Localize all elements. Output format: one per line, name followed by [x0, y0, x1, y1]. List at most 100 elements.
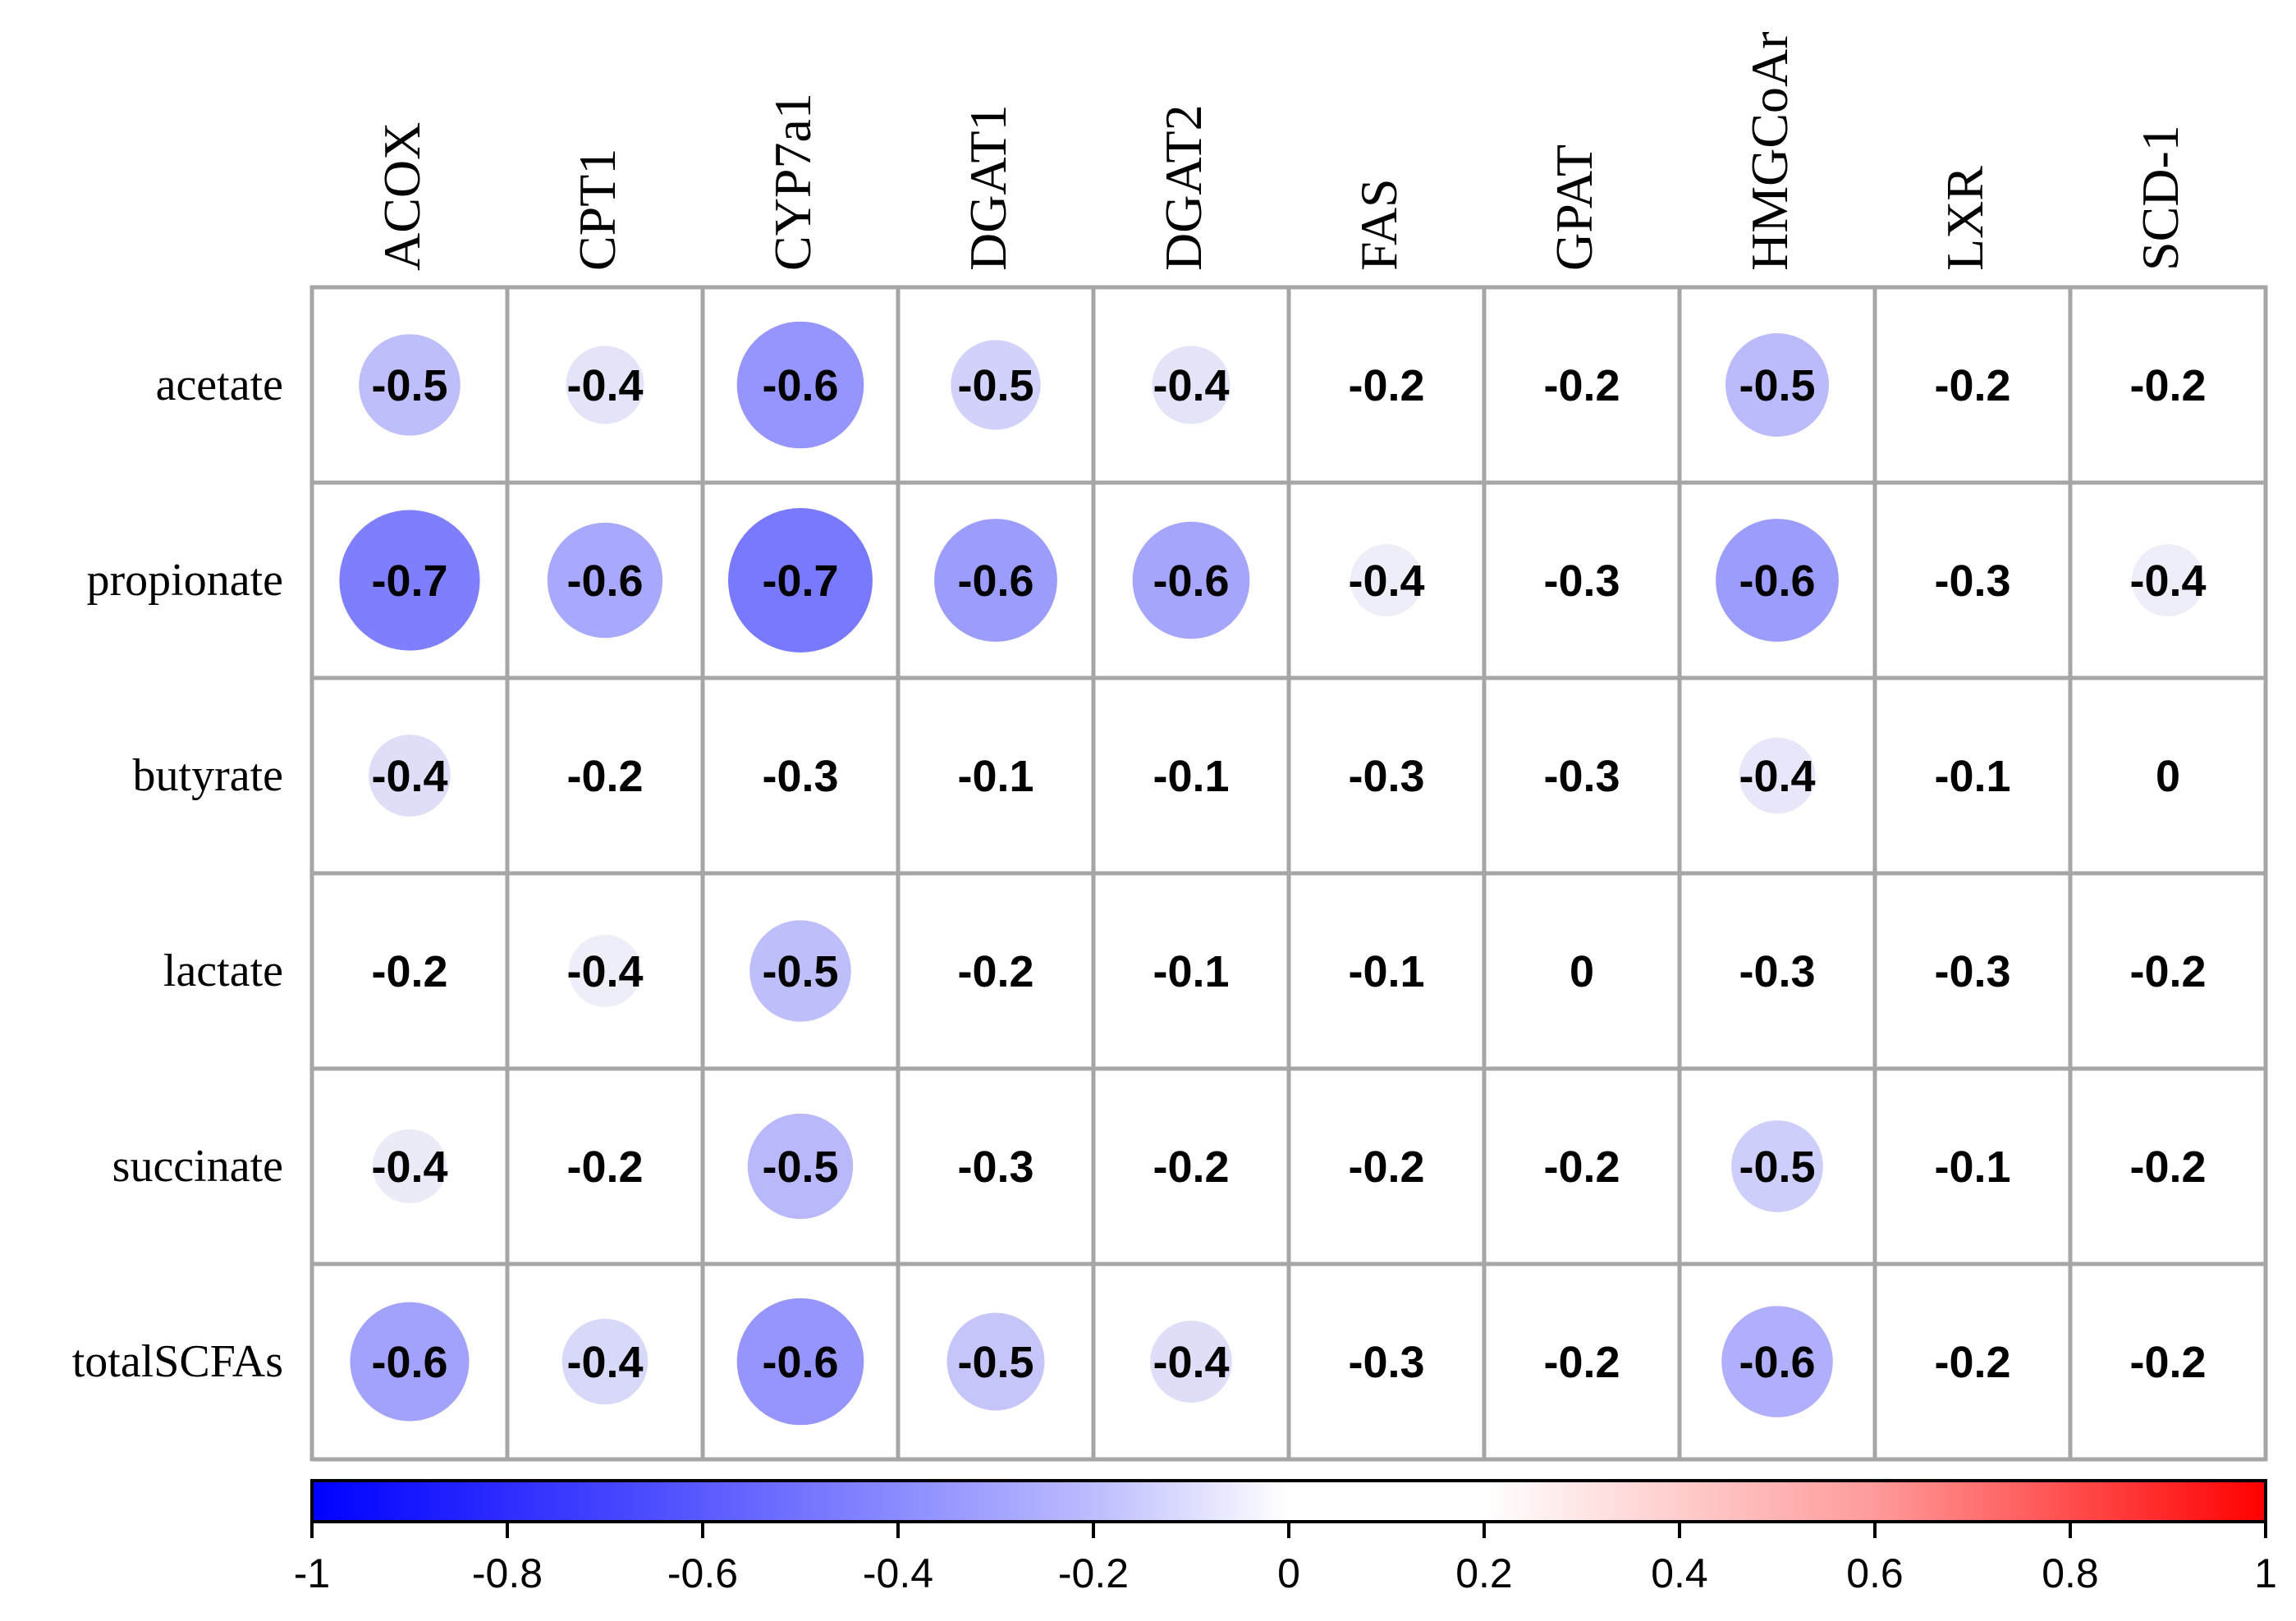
circle-totalscfas-acox: [350, 1302, 470, 1422]
circle-succinate-cyp7a1: [747, 1113, 854, 1220]
circle-acetate-dgat1: [951, 340, 1041, 430]
cell-value-propionate-gpat: -0.3: [1543, 556, 1620, 606]
cell-value-lactate-dgat1: -0.2: [957, 947, 1033, 996]
circle-propionate-cpt1: [547, 522, 663, 639]
cell-value-totalscfas-gpat: -0.2: [1543, 1338, 1620, 1387]
cell-value-succinate-fas: -0.2: [1348, 1142, 1424, 1192]
circle-acetate-cpt1: [566, 346, 644, 424]
circle-lactate-cpt1: [569, 935, 641, 1007]
circle-butyrate-acox: [369, 735, 451, 817]
column-label-acox: ACOX: [373, 122, 431, 271]
column-label-fas: FAS: [1350, 178, 1408, 271]
cell-value-lactate-gpat: 0: [1570, 947, 1594, 996]
colorbar-tick-label: 0.2: [1455, 1550, 1513, 1596]
cell-value-lactate-scd-1: -0.2: [2129, 947, 2206, 996]
circle-totalscfas-cyp7a1: [736, 1298, 864, 1426]
cell-value-totalscfas-acox: -0.6: [371, 1338, 447, 1387]
colorbar-tick-label: 1: [2254, 1550, 2277, 1596]
cell-value-propionate-fas: -0.4: [1348, 556, 1424, 606]
row-label-succinate: succinate: [112, 1141, 283, 1192]
row-label-lactate: lactate: [163, 946, 283, 996]
circle-butyrate-hmgcoar: [1739, 737, 1816, 814]
cell-value-propionate-dgat2: -0.6: [1153, 556, 1229, 606]
cell-value-propionate-lxr: -0.3: [1934, 556, 2010, 606]
row-label-propionate: propionate: [87, 555, 283, 606]
row-label-totalscfas: totalSCFAs: [72, 1336, 283, 1387]
cell-value-lactate-cpt1: -0.4: [566, 947, 643, 996]
cell-value-succinate-dgat1: -0.3: [957, 1142, 1033, 1192]
cell-value-totalscfas-hmgcoar: -0.6: [1739, 1338, 1815, 1387]
row-label-butyrate: butyrate: [133, 750, 283, 801]
colorbar-tick-label: -0.2: [1058, 1550, 1129, 1596]
cell-value-butyrate-cpt1: -0.2: [566, 752, 643, 801]
circle-propionate-dgat1: [934, 519, 1057, 642]
cell-value-succinate-cpt1: -0.2: [566, 1142, 643, 1192]
column-label-scd-1: SCD-1: [2131, 125, 2189, 271]
cell-values: -0.5 -0.4 -0.6 -0.5 -0.4 -0.2 -0.2 -0.5 -0.2 -0.2…: [371, 361, 2206, 1387]
cell-value-acetate-hmgcoar: -0.5: [1739, 361, 1815, 410]
circle-succinate-acox: [372, 1129, 447, 1204]
circle-propionate-acox: [339, 510, 480, 651]
circle-totalscfas-cpt1: [561, 1318, 648, 1405]
column-label-hmgcoar: HMGCoAr: [1740, 31, 1799, 271]
cell-value-succinate-hmgcoar: -0.5: [1739, 1142, 1815, 1192]
cell-value-acetate-lxr: -0.2: [1934, 361, 2010, 410]
cell-value-succinate-cyp7a1: -0.5: [762, 1142, 838, 1192]
circle-lactate-cyp7a1: [749, 920, 851, 1022]
colorbar-tick-label: -0.4: [863, 1550, 933, 1596]
cell-value-butyrate-scd-1: 0: [2156, 752, 2180, 801]
cell-value-acetate-dgat1: -0.5: [957, 361, 1033, 410]
circle-propionate-cyp7a1: [728, 508, 873, 653]
grid-lines: [309, 285, 2268, 1462]
cell-value-acetate-acox: -0.5: [371, 361, 447, 410]
circle-totalscfas-dgat1: [946, 1312, 1045, 1411]
circle-acetate-hmgcoar: [1725, 333, 1829, 437]
cell-value-propionate-hmgcoar: -0.6: [1739, 556, 1815, 606]
circle-propionate-scd-1: [2132, 544, 2204, 616]
cell-value-totalscfas-lxr: -0.2: [1934, 1338, 2010, 1387]
cell-value-propionate-acox: -0.7: [371, 556, 447, 606]
cell-value-lactate-dgat2: -0.1: [1153, 947, 1229, 996]
correlation-circles: [339, 321, 2204, 1426]
cell-value-totalscfas-scd-1: -0.2: [2129, 1338, 2206, 1387]
cell-value-butyrate-fas: -0.3: [1348, 752, 1424, 801]
colorbar-tick-label: 0: [1277, 1550, 1300, 1596]
column-label-cpt1: CPT1: [568, 149, 626, 271]
cell-value-acetate-cpt1: -0.4: [566, 361, 643, 410]
cell-value-propionate-cpt1: -0.6: [566, 556, 643, 606]
cell-value-succinate-lxr: -0.1: [1934, 1142, 2010, 1192]
cell-value-butyrate-acox: -0.4: [371, 752, 447, 801]
circle-acetate-cyp7a1: [736, 321, 864, 449]
column-label-cyp7a1: CYP7a1: [763, 93, 822, 271]
column-labels: ACOX CPT1 CYP7a1 DGAT1 DGAT2 FAS GPAT HMGCoAr LX…: [373, 31, 2189, 271]
cell-value-propionate-dgat1: -0.6: [957, 556, 1033, 606]
column-label-dgat1: DGAT1: [959, 104, 1017, 271]
cell-value-acetate-fas: -0.2: [1348, 361, 1424, 410]
cell-value-butyrate-gpat: -0.3: [1543, 752, 1620, 801]
colorbar: -1 -0.8 -0.6 -0.4 -0.2 0 0.2 0.4 0.6 0.8 1: [294, 1479, 2277, 1596]
circle-totalscfas-hmgcoar: [1721, 1306, 1833, 1417]
cell-value-totalscfas-cyp7a1: -0.6: [762, 1338, 838, 1387]
cell-value-totalscfas-cpt1: -0.4: [566, 1338, 643, 1387]
row-label-acetate: acetate: [156, 359, 283, 410]
column-label-gpat: GPAT: [1545, 144, 1603, 271]
colorbar-tick-label: -0.6: [667, 1550, 738, 1596]
cell-value-acetate-cyp7a1: -0.6: [762, 361, 838, 410]
circle-propionate-hmgcoar: [1716, 519, 1839, 642]
colorbar-tick-label: 0.4: [1651, 1550, 1708, 1596]
cell-value-succinate-acox: -0.4: [371, 1142, 447, 1192]
colorbar-tick-label: -1: [294, 1550, 330, 1596]
cell-value-butyrate-cyp7a1: -0.3: [762, 752, 838, 801]
colorbar-tick-label: -0.8: [472, 1550, 543, 1596]
row-labels: acetate propionate butyrate lactate succinat…: [72, 359, 283, 1387]
circle-succinate-hmgcoar: [1731, 1120, 1823, 1212]
colorbar-tick-label: 0.8: [2042, 1550, 2099, 1596]
cell-value-propionate-cyp7a1: -0.7: [762, 556, 838, 606]
cell-value-totalscfas-dgat1: -0.5: [957, 1338, 1033, 1387]
cell-value-acetate-scd-1: -0.2: [2129, 361, 2206, 410]
circle-totalscfas-dgat2: [1150, 1321, 1232, 1403]
cell-value-butyrate-hmgcoar: -0.4: [1739, 752, 1815, 801]
cell-value-lactate-lxr: -0.3: [1934, 947, 2010, 996]
circle-acetate-acox: [359, 334, 461, 436]
